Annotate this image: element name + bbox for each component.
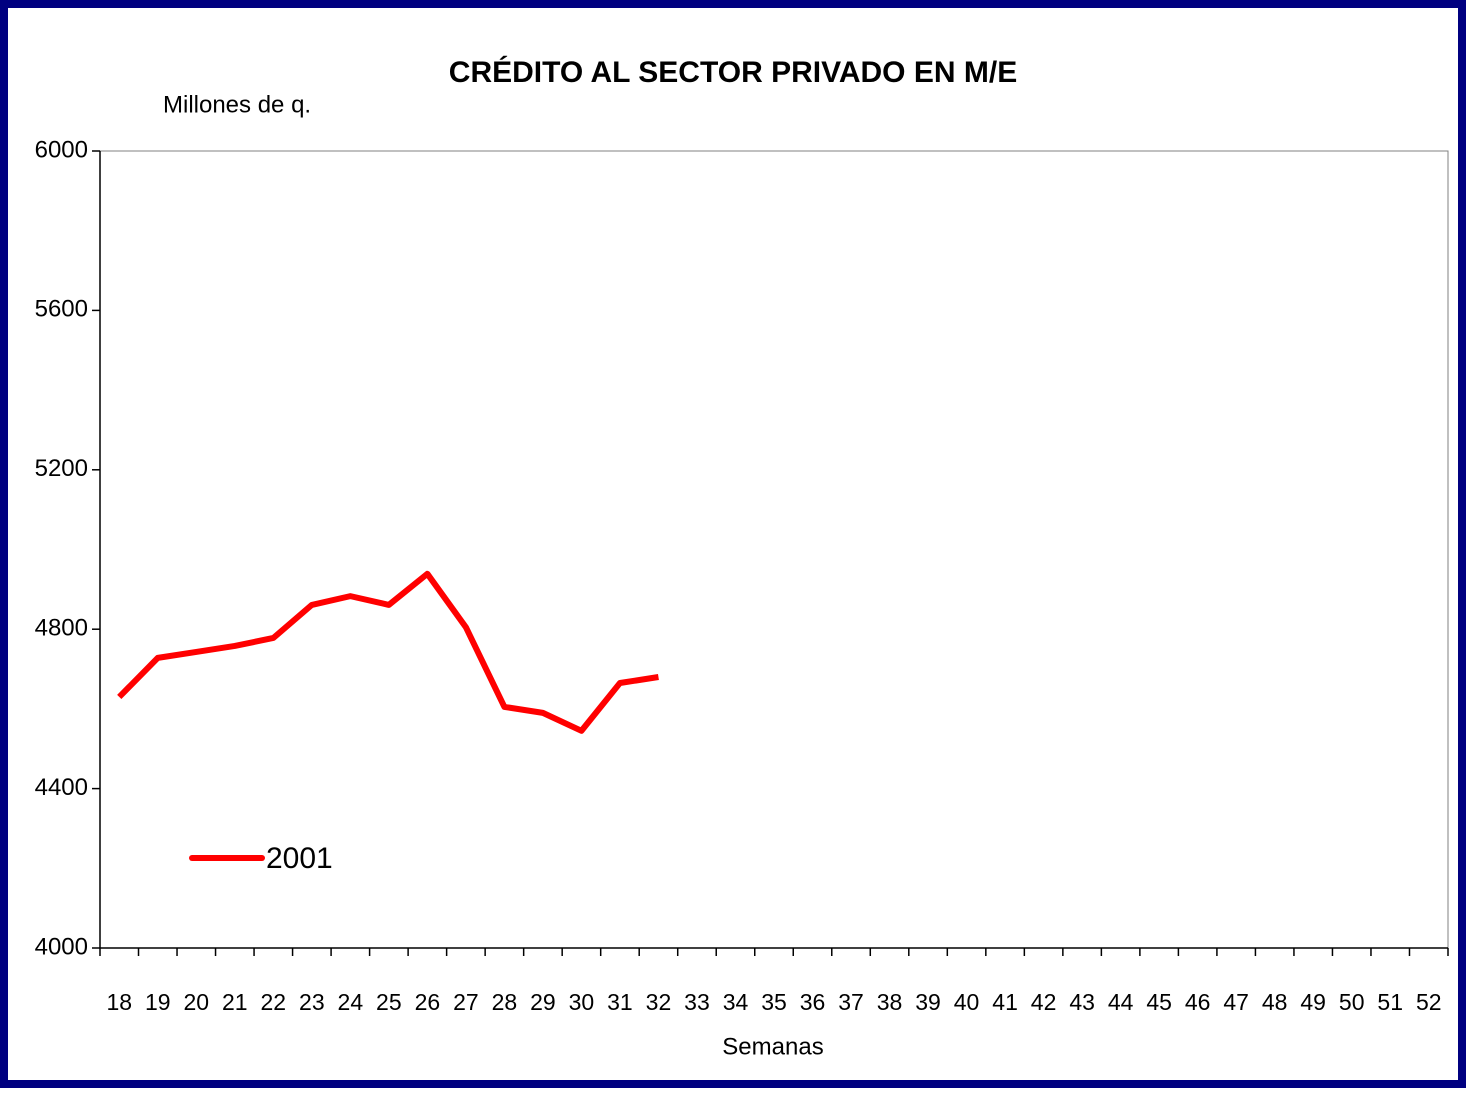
x-tick-label: 43 (1069, 989, 1095, 1015)
x-axis-label: Semanas (722, 1033, 823, 1060)
x-tick-label: 24 (338, 989, 364, 1015)
x-tick-label: 48 (1262, 989, 1288, 1015)
x-tick-label: 39 (915, 989, 941, 1015)
x-tick-label: 40 (954, 989, 980, 1015)
x-tick-label: 50 (1339, 989, 1365, 1015)
y-tick-label: 6000 (35, 136, 88, 163)
x-tick-label: 51 (1377, 989, 1403, 1015)
x-tick-label: 36 (800, 989, 826, 1015)
x-tick-label: 20 (183, 989, 209, 1015)
x-tick-label: 33 (684, 989, 710, 1015)
x-tick-label: 37 (838, 989, 864, 1015)
x-tick-label: 23 (299, 989, 325, 1015)
y-axis-label: Millones de q. (163, 91, 311, 118)
chart-title: CRÉDITO AL SECTOR PRIVADO EN M/E (449, 55, 1017, 89)
x-tick-label: 25 (376, 989, 402, 1015)
x-tick-label: 19 (145, 989, 171, 1015)
x-tick-label: 21 (222, 989, 248, 1015)
x-tick-label: 26 (415, 989, 441, 1015)
x-tick-label: 41 (992, 989, 1018, 1015)
y-tick-label: 5200 (35, 455, 88, 482)
x-tick-label: 28 (492, 989, 518, 1015)
x-tick-label: 30 (569, 989, 595, 1015)
legend-label: 2001 (266, 842, 333, 875)
x-tick-label: 38 (877, 989, 903, 1015)
y-tick-label: 5600 (35, 296, 88, 323)
y-tick-label: 4400 (35, 774, 88, 801)
x-tick-label: 44 (1108, 989, 1134, 1015)
x-tick-label: 46 (1185, 989, 1211, 1015)
x-tick-label: 18 (106, 989, 132, 1015)
x-tick-label: 47 (1223, 989, 1249, 1015)
x-tick-label: 29 (530, 989, 556, 1015)
x-tick-label: 22 (261, 989, 287, 1015)
x-tick-label: 31 (607, 989, 633, 1015)
x-tick-label: 34 (723, 989, 749, 1015)
data-line (117, 570, 659, 734)
x-tick-label: 49 (1300, 989, 1326, 1015)
x-tick-label: 42 (1031, 989, 1057, 1015)
x-tick-label: 35 (761, 989, 787, 1015)
y-tick-label: 4000 (35, 933, 88, 960)
x-tick-label: 45 (1146, 989, 1172, 1015)
y-tick-label: 4800 (35, 615, 88, 642)
x-tick-label: 27 (453, 989, 479, 1015)
x-tick-label: 32 (646, 989, 672, 1015)
x-tick-label: 52 (1416, 989, 1442, 1015)
